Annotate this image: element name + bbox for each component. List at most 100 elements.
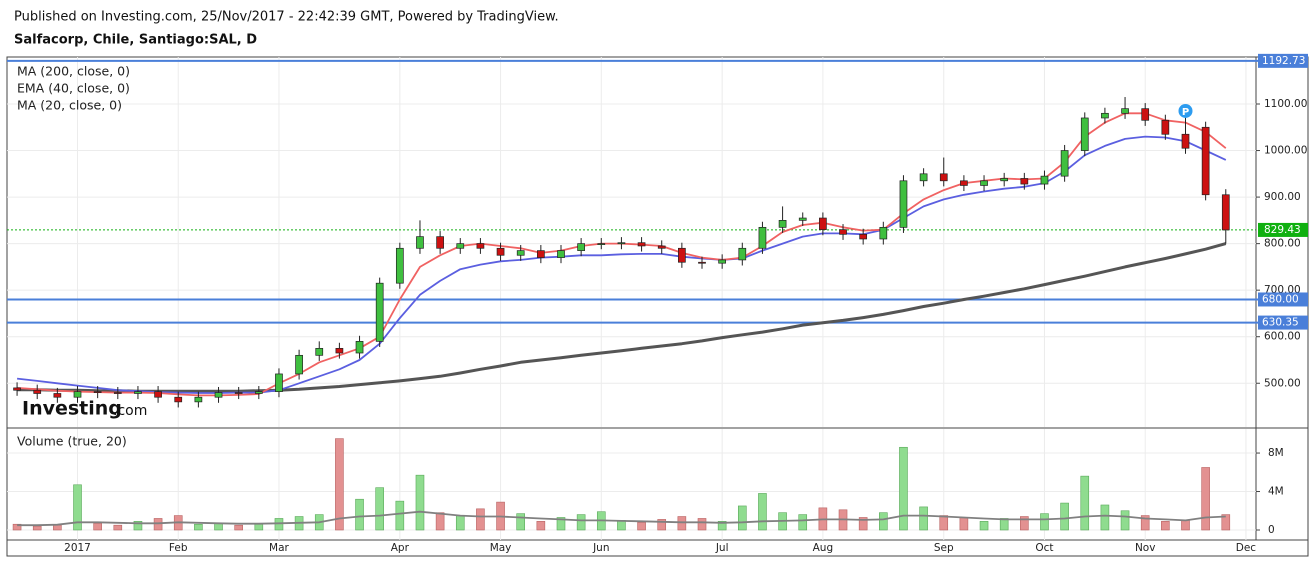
volume-bar bbox=[939, 515, 949, 531]
candle-body bbox=[315, 347, 324, 356]
candle-body bbox=[899, 180, 908, 228]
symbol-title: Salfacorp, Chile, Santiago:SAL, D bbox=[14, 33, 257, 48]
volume-bar bbox=[355, 498, 364, 531]
volume-bar bbox=[1140, 515, 1150, 531]
volume-bar bbox=[93, 522, 102, 531]
volume-ma-line bbox=[17, 510, 1226, 527]
volume-bar bbox=[737, 505, 747, 531]
volume-bar bbox=[576, 514, 586, 531]
x-tick-label: Jul bbox=[715, 542, 729, 554]
volume-bar bbox=[435, 512, 445, 531]
volume-bar bbox=[214, 522, 223, 531]
y-tick-label: 900.00 bbox=[1264, 191, 1301, 203]
candle-body bbox=[113, 392, 122, 394]
volume-bar bbox=[1161, 521, 1170, 531]
price-line-label-bg bbox=[1258, 53, 1308, 68]
candle-body bbox=[53, 393, 62, 398]
volume-bar bbox=[234, 524, 243, 531]
candle-body bbox=[758, 226, 767, 249]
price-line-label: 1192.73 bbox=[1262, 55, 1305, 67]
y-tick-label: 800.00 bbox=[1264, 238, 1301, 250]
candle-body bbox=[819, 217, 827, 231]
frame bbox=[6, 56, 1309, 557]
candle-body bbox=[13, 387, 21, 391]
candle-body bbox=[1020, 178, 1029, 185]
volume-bar bbox=[1201, 467, 1210, 531]
volume-bar bbox=[717, 521, 727, 531]
x-tick-label: Jun bbox=[592, 542, 609, 554]
candle-body bbox=[557, 250, 565, 258]
candle-body bbox=[597, 243, 606, 245]
volume-bar bbox=[798, 514, 808, 531]
candle-body bbox=[214, 392, 223, 398]
candle-body bbox=[738, 247, 747, 261]
legend-entry: EMA (40, close, 0) bbox=[17, 81, 130, 96]
candle-body bbox=[1101, 112, 1109, 119]
volume-bar bbox=[919, 506, 928, 531]
volume-bar bbox=[677, 516, 687, 531]
published-note: Published on Investing.com, 25/Nov/2017 … bbox=[14, 10, 559, 25]
candle-body bbox=[536, 250, 545, 258]
volume-bar bbox=[32, 525, 42, 531]
candle-body bbox=[1221, 194, 1230, 231]
candle-body bbox=[1161, 119, 1170, 135]
y-tick-label: 4M bbox=[1268, 486, 1284, 498]
volume-bar bbox=[335, 438, 344, 531]
candle-body bbox=[1040, 175, 1049, 185]
candle-body bbox=[778, 220, 787, 228]
price-line-label-bg bbox=[1258, 292, 1308, 307]
candle-body bbox=[879, 226, 888, 240]
volume-bar bbox=[858, 517, 868, 531]
volume-bar bbox=[959, 517, 969, 531]
labels: 2017 Feb Mar Apr May Jun Jul Aug Sep Oct Nov Dec 500… bbox=[17, 53, 1308, 554]
candle-body bbox=[234, 392, 243, 394]
volume-bar bbox=[1100, 504, 1110, 531]
price-line-label: 680.00 bbox=[1262, 293, 1299, 305]
volume-bar bbox=[153, 518, 163, 531]
x-tick-label: Apr bbox=[391, 542, 410, 554]
volume-bar bbox=[697, 518, 707, 531]
volume-bar bbox=[1020, 516, 1029, 531]
candle-body bbox=[919, 173, 928, 182]
candle-body bbox=[476, 243, 485, 249]
candle-body bbox=[456, 243, 465, 249]
legend-entry: MA (200, close, 0) bbox=[17, 64, 130, 79]
volume-bar bbox=[455, 515, 465, 531]
volume-bar bbox=[879, 512, 888, 531]
last-price-label: 829.43 bbox=[1264, 224, 1301, 236]
volume-bar bbox=[194, 523, 203, 531]
candle-body bbox=[617, 242, 626, 245]
volume-bar bbox=[657, 519, 667, 531]
volume-bar bbox=[53, 524, 62, 531]
legend-entry: MA (20, close, 0) bbox=[17, 98, 122, 113]
x-tick-label: Aug bbox=[813, 542, 834, 554]
y-tick-label: 8M bbox=[1268, 447, 1284, 459]
candle-body bbox=[1000, 178, 1009, 182]
volume-bar bbox=[1040, 513, 1049, 531]
candle-body bbox=[134, 391, 142, 394]
volume-bar bbox=[1181, 520, 1190, 531]
y-tick-label: 500.00 bbox=[1264, 377, 1301, 389]
x-tick-label: Mar bbox=[269, 542, 289, 554]
candle-body bbox=[637, 242, 646, 247]
x-tick-label: Sep bbox=[934, 542, 954, 554]
y-tick-label: 1000.00 bbox=[1264, 145, 1307, 157]
candle-body bbox=[496, 247, 505, 256]
volume-bar bbox=[1060, 502, 1069, 531]
pattern-marker-label: P bbox=[1182, 107, 1189, 118]
candle-body bbox=[335, 347, 344, 354]
candle-body bbox=[1121, 108, 1129, 114]
candle-body bbox=[718, 259, 727, 264]
x-tick-label: Dec bbox=[1236, 542, 1257, 554]
watermark: Investing bbox=[22, 398, 122, 420]
price-line-label-bg bbox=[1258, 315, 1308, 330]
candle-body bbox=[1141, 108, 1150, 121]
candle-body bbox=[93, 391, 102, 393]
volume-bar bbox=[113, 524, 123, 531]
candle-body bbox=[154, 391, 162, 398]
candle-body bbox=[516, 250, 525, 256]
candle-body bbox=[416, 236, 424, 249]
volume-bar bbox=[999, 518, 1009, 531]
candle-body bbox=[798, 217, 807, 221]
